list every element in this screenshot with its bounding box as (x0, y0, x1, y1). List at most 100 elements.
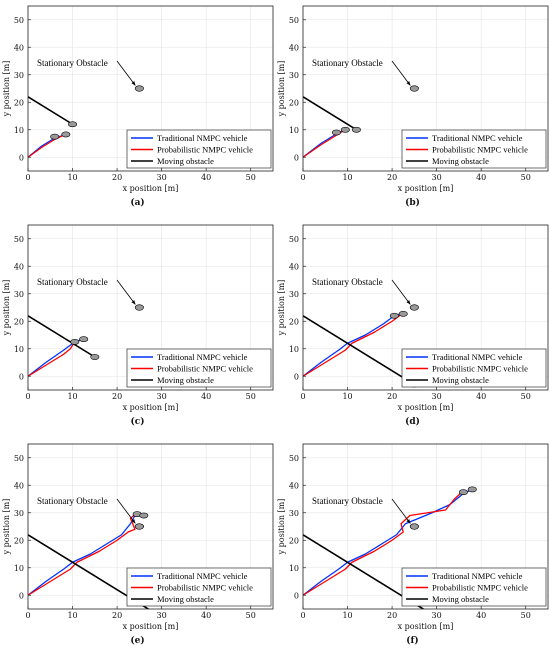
y-tick-label: 30 (289, 71, 299, 80)
panel-caption: (c) (130, 417, 145, 427)
chart-panel: Stationary Obstacle 0 10 20 30 40 50 0 10 20 30 40 5… (275, 0, 550, 219)
y-tick-label: 10 (14, 345, 24, 354)
x-tick-label: 10 (342, 392, 352, 401)
annotation-text: Stationary Obstacle (312, 496, 383, 506)
legend: Traditional NMPC vehicle Probabilistic NM… (126, 129, 272, 169)
vehicle-marker (68, 121, 78, 128)
chart-svg: Stationary Obstacle 0 10 20 30 40 50 0 10 20 30 40 5… (277, 443, 549, 631)
y-tick-label: 0 (19, 591, 24, 600)
vehicle-marker (139, 512, 149, 519)
annotation-arrowhead (131, 519, 136, 524)
annotation-arrowhead (131, 81, 136, 86)
y-tick-label: 0 (19, 153, 24, 162)
x-tick-label: 0 (25, 173, 30, 182)
chart-panel: Stationary Obstacle 0 10 20 30 40 50 0 10 20 30 40 5… (0, 438, 275, 657)
x-tick-label: 30 (157, 611, 167, 620)
legend-label: Probabilistic NMPC vehicle (157, 145, 253, 155)
axes-frame (302, 224, 549, 391)
legend-label: Probabilistic NMPC vehicle (157, 364, 253, 374)
legend-label: Moving obstacle (432, 156, 489, 166)
legend-label: Moving obstacle (432, 375, 489, 385)
annotation-arrow (391, 498, 411, 524)
x-tick-label: 30 (157, 392, 167, 401)
annotation-arrow (116, 279, 136, 305)
y-tick-label: 40 (14, 262, 24, 271)
x-tick-label: 30 (157, 173, 167, 182)
x-tick-label: 0 (300, 392, 305, 401)
legend-label: Traditional NMPC vehicle (157, 133, 248, 143)
y-tick-label: 20 (14, 98, 24, 107)
axes-frame (302, 443, 549, 610)
stationary-obstacle-marker (134, 523, 144, 530)
axes-frame (302, 5, 549, 172)
x-tick-label: 0 (300, 611, 305, 620)
x-tick-label: 10 (342, 173, 352, 182)
vehicle-marker (389, 312, 399, 319)
y-tick-label: 40 (14, 43, 24, 52)
legend-label: Traditional NMPC vehicle (432, 571, 523, 581)
stationary-obstacle-marker (134, 304, 144, 311)
annotation-text: Stationary Obstacle (37, 277, 108, 287)
series-line-probabilistic (28, 512, 138, 596)
x-tick-label: 50 (521, 392, 531, 401)
y-axis-label: y position [m] (277, 61, 286, 118)
annotation-arrow (116, 498, 136, 524)
series-line-moving (303, 96, 357, 131)
y-tick-label: 10 (289, 345, 299, 354)
x-tick-label: 20 (112, 173, 122, 182)
x-tick-label: 10 (67, 392, 77, 401)
annotation-text: Stationary Obstacle (312, 277, 383, 287)
vehicle-marker (458, 489, 468, 496)
y-tick-label: 20 (289, 317, 299, 326)
vehicle-marker (340, 126, 350, 133)
x-tick-label: 30 (432, 392, 442, 401)
y-axis-label: y position [m] (2, 280, 11, 337)
x-tick-label: 50 (246, 392, 256, 401)
legend-label: Moving obstacle (157, 375, 214, 385)
y-tick-label: 40 (289, 481, 299, 490)
x-tick-label: 40 (476, 173, 486, 182)
vehicle-marker (79, 336, 89, 343)
vehicle-marker (61, 131, 71, 138)
y-tick-label: 30 (289, 290, 299, 299)
y-tick-label: 30 (14, 509, 24, 518)
chart-panel: Stationary Obstacle 0 10 20 30 40 50 0 10 20 30 40 5… (0, 219, 275, 438)
x-axis-label: x position [m] (398, 403, 454, 412)
x-tick-label: 20 (112, 392, 122, 401)
y-tick-label: 20 (289, 98, 299, 107)
panel-caption: (d) (405, 417, 420, 427)
legend: Traditional NMPC vehicle Probabilistic NM… (401, 129, 547, 169)
x-tick-label: 20 (387, 392, 397, 401)
annotation-text: Stationary Obstacle (37, 58, 108, 68)
y-tick-label: 40 (14, 481, 24, 490)
y-tick-label: 40 (289, 262, 299, 271)
axes-frame (27, 224, 274, 391)
chart-svg: Stationary Obstacle 0 10 20 30 40 50 0 10 20 30 40 5… (2, 5, 274, 193)
y-tick-label: 0 (294, 153, 299, 162)
legend-label: Probabilistic NMPC vehicle (432, 145, 528, 155)
x-tick-label: 10 (67, 611, 77, 620)
chart-panel: Stationary Obstacle 0 10 20 30 40 50 0 10 20 30 40 5… (275, 219, 550, 438)
series-line-probabilistic (303, 312, 404, 377)
panel-caption: (a) (130, 198, 145, 208)
y-tick-label: 30 (289, 509, 299, 518)
y-tick-label: 20 (289, 536, 299, 545)
annotation-text: Stationary Obstacle (312, 58, 383, 68)
y-tick-label: 50 (289, 235, 299, 244)
annotation-arrowhead (406, 81, 411, 86)
x-tick-label: 50 (246, 173, 256, 182)
stationary-obstacle-marker (134, 85, 144, 92)
legend-label: Moving obstacle (432, 594, 489, 604)
y-tick-label: 10 (289, 126, 299, 135)
stationary-obstacle-marker (409, 304, 419, 311)
stationary-obstacle-marker (409, 85, 419, 92)
vehicle-marker (90, 354, 100, 360)
x-axis-label: x position [m] (123, 403, 179, 412)
chart-svg: Stationary Obstacle 0 10 20 30 40 50 0 10 20 30 40 5… (277, 224, 549, 412)
x-tick-label: 50 (521, 611, 531, 620)
y-tick-label: 10 (14, 126, 24, 135)
x-tick-label: 40 (201, 173, 211, 182)
legend-label: Moving obstacle (157, 156, 214, 166)
x-tick-label: 20 (387, 611, 397, 620)
x-tick-label: 50 (246, 611, 256, 620)
